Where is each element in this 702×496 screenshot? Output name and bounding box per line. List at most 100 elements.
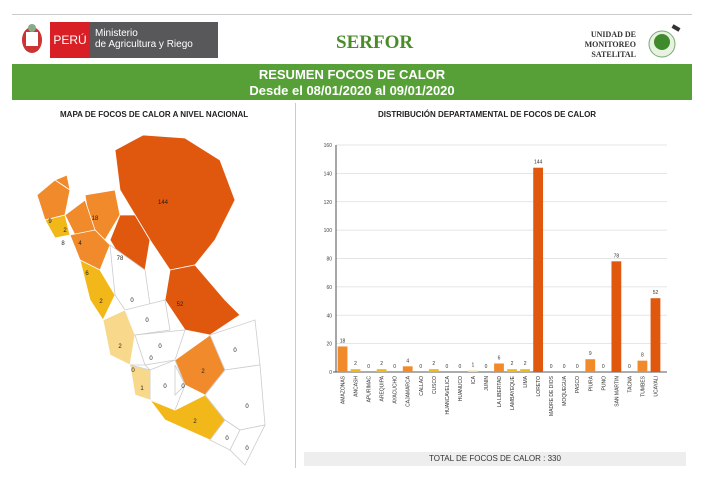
- x-tick-label: CAJAMARCA: [406, 375, 412, 407]
- map-label: 9: [48, 219, 52, 225]
- bar-chart: 02040608010012014016018AMAZONAS2ANCASH0A…: [324, 143, 667, 416]
- chart-title: DISTRIBUCIÓN DEPARTAMENTAL DE FOCOS DE C…: [378, 110, 597, 119]
- x-tick-label: ANCASH: [354, 376, 360, 397]
- x-tick-label: LA LIBERTAD: [497, 376, 503, 408]
- x-tick-label: UCAYALI: [653, 376, 659, 397]
- data-label: 6: [498, 355, 501, 361]
- x-tick-label: TACNA: [627, 375, 633, 392]
- x-tick-label: LORETO: [536, 376, 542, 397]
- data-label: 2: [354, 361, 357, 367]
- bar: [650, 298, 661, 372]
- y-tick-label: 100: [324, 228, 333, 234]
- map-label: 0: [245, 404, 249, 410]
- data-label: 2: [511, 361, 514, 367]
- serfor-logo: SERFOR: [336, 32, 414, 53]
- map-label: 0: [181, 384, 185, 390]
- x-tick-label: PIURA: [588, 375, 594, 391]
- x-tick-label: CUSCO: [432, 376, 438, 394]
- region-piura: [36, 179, 71, 221]
- data-label: 0: [602, 364, 605, 370]
- data-label: 8: [641, 353, 644, 359]
- map-label: 1: [140, 386, 144, 392]
- data-label: 0: [367, 364, 370, 370]
- map-label: 52: [177, 302, 184, 308]
- data-label: 0: [628, 364, 631, 370]
- data-label: 0: [393, 364, 396, 370]
- y-tick-label: 60: [326, 285, 332, 291]
- bar: [494, 363, 504, 372]
- map-label: 0: [130, 298, 134, 304]
- bar: [507, 369, 517, 372]
- map-label: 18: [92, 216, 99, 222]
- map-label: 2: [63, 228, 67, 234]
- map-label: 0: [245, 446, 249, 452]
- map-label: 0: [131, 368, 135, 374]
- x-tick-label: LIMA: [523, 375, 529, 387]
- peru-map: 144 78 52 18 9 8 6 4 2 2 2 2 2 1 0 0 0 0…: [36, 134, 266, 466]
- map-label: 6: [85, 271, 89, 277]
- bar: [637, 360, 648, 372]
- x-tick-label: MOQUEGUA: [562, 375, 568, 405]
- unit-line: UNIDAD DE: [590, 30, 636, 39]
- data-label: 0: [576, 364, 579, 370]
- region-apurimac: [174, 364, 186, 396]
- bar: [376, 369, 387, 372]
- map-label: 0: [233, 348, 237, 354]
- map-label: 8: [61, 241, 65, 247]
- data-label: 1: [472, 363, 475, 369]
- x-tick-label: AMAZONAS: [341, 375, 347, 404]
- x-tick-label: ICA: [471, 375, 477, 384]
- x-tick-label: CALLAO: [419, 376, 425, 396]
- map-label: 144: [158, 200, 169, 206]
- data-label: 9: [589, 351, 592, 357]
- bar: [533, 167, 544, 372]
- bar: [520, 369, 530, 372]
- region-tumbes: [54, 174, 71, 191]
- map-label: 2: [99, 299, 103, 305]
- data-label: 2: [524, 361, 527, 367]
- data-label: 0: [458, 364, 461, 370]
- data-label: 78: [614, 253, 620, 259]
- x-tick-label: HUANUCO: [458, 376, 464, 401]
- ministry-logo: PERÚ Ministerio de Agricultura y Riego: [50, 22, 218, 58]
- region-lima: [102, 309, 136, 366]
- data-label: 0: [419, 364, 422, 370]
- ministry-line2: de Agricultura y Riego: [95, 39, 193, 50]
- map-label: 0: [149, 356, 153, 362]
- data-label: 0: [485, 364, 488, 370]
- data-label: 2: [432, 361, 435, 367]
- data-label: 4: [406, 358, 409, 364]
- report-title: RESUMEN FOCOS DE CALOR: [258, 67, 446, 82]
- x-tick-label: LAMBAYEQUE: [510, 375, 516, 410]
- bar: [611, 261, 622, 372]
- unit-line: SATELITAL: [591, 50, 636, 59]
- peru-label: PERÚ: [50, 22, 90, 58]
- bar: [468, 370, 478, 372]
- bar: [350, 369, 361, 372]
- x-tick-label: PUNO: [601, 376, 607, 391]
- report-banner: RESUMEN FOCOS DE CALOR Desde el 08/01/20…: [12, 64, 692, 100]
- x-tick-label: PASCO: [575, 376, 581, 393]
- unit-line: MONITOREO: [584, 40, 636, 49]
- satellite-tree-icon: [648, 24, 681, 58]
- data-label: 0: [563, 364, 566, 370]
- total-hotspots: TOTAL DE FOCOS DE CALOR : 330: [304, 452, 686, 466]
- unit-name: UNIDAD DE MONITOREO SATELITAL: [570, 30, 636, 60]
- y-tick-label: 20: [326, 342, 332, 348]
- data-label: 18: [340, 338, 346, 344]
- x-tick-label: AREQUIPA: [380, 375, 386, 401]
- map-title: MAPA DE FOCOS DE CALOR A NIVEL NACIONAL: [60, 110, 249, 119]
- data-label: 0: [550, 364, 553, 370]
- y-tick-label: 120: [324, 200, 333, 206]
- region-tacna: [229, 424, 266, 466]
- bar: [402, 366, 413, 372]
- map-label: 0: [225, 436, 229, 442]
- region-ancash: [79, 259, 116, 321]
- y-tick-label: 0: [329, 370, 332, 376]
- header-divider: [12, 14, 692, 15]
- x-tick-label: APURIMAC: [367, 376, 373, 403]
- region-ucayali: [164, 264, 241, 336]
- bar: [428, 369, 439, 372]
- map-label: 0: [163, 384, 167, 390]
- data-label: 2: [380, 361, 383, 367]
